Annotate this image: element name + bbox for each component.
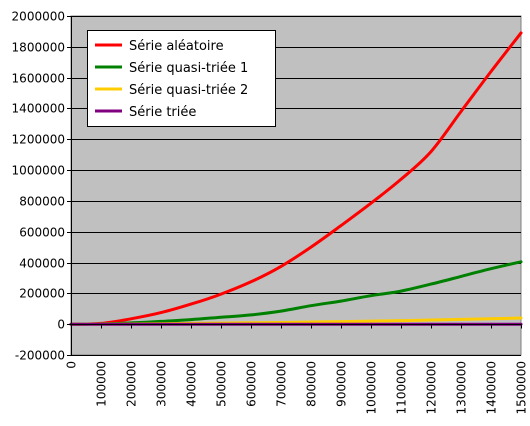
legend-label: Série aléatoire: [129, 39, 224, 54]
x-tick-label: 400000: [185, 361, 199, 407]
legend: Série aléatoire Série quasi-triée 1 Série …: [87, 30, 276, 127]
x-tick-label: 0: [65, 361, 79, 369]
series-1-point: [249, 280, 253, 284]
x-tick-label: 800000: [305, 361, 319, 407]
series-2-point: [219, 315, 223, 319]
series-2-point: [429, 282, 433, 286]
y-tick-label: 400000: [19, 257, 65, 271]
y-tick-label: 1800000: [12, 41, 65, 55]
series-2-point: [459, 275, 463, 278]
series-1-point: [429, 150, 433, 153]
series-2-point: [489, 267, 493, 271]
series-1-point: [519, 31, 523, 35]
series-2-point: [309, 304, 313, 308]
y-tick-label: 0: [57, 318, 65, 332]
y-tick-label: 1200000: [12, 133, 65, 147]
series-1-point: [279, 265, 283, 268]
x-tick-label: 500000: [215, 361, 229, 407]
y-tick-label: 1600000: [12, 72, 65, 86]
series-2-point: [159, 320, 163, 323]
series-3-point: [309, 320, 313, 324]
series-1-line: [69, 31, 523, 326]
series-3-point: [429, 318, 433, 322]
legend-label: Série triée: [129, 105, 196, 120]
x-tick-label: 100000: [95, 361, 109, 407]
series-1-point: [189, 302, 193, 306]
series-1-point: [459, 110, 463, 113]
y-tick-label: -200000: [15, 349, 65, 363]
series-1-point: [339, 224, 343, 227]
x-tick-label: 200000: [125, 361, 139, 407]
series-2-point: [399, 289, 403, 293]
series-2-point: [189, 318, 193, 321]
series-3-point: [339, 320, 343, 323]
series-3-point: [399, 319, 403, 322]
series-3-point: [489, 317, 493, 321]
series-2-line: [69, 260, 523, 326]
series-1-point: [489, 70, 493, 73]
series-2-point: [369, 294, 373, 298]
x-tick-label: 900000: [335, 361, 349, 407]
x-tick-label: 1400000: [485, 361, 499, 414]
series-1-point: [219, 292, 223, 296]
series-2-point: [249, 313, 253, 317]
series-2-point: [519, 260, 523, 264]
y-tick-label: 800000: [19, 195, 65, 209]
x-tick-label: 1200000: [425, 361, 439, 414]
series-2-point: [339, 299, 343, 303]
series-1-point: [159, 311, 163, 314]
legend-label: Série quasi-triée 2: [129, 83, 248, 98]
y-tick-label: 200000: [19, 287, 65, 301]
x-tick-label: 1100000: [395, 361, 409, 414]
series-2-point: [279, 309, 283, 313]
x-tick-label: 600000: [245, 361, 259, 407]
series-3-point: [519, 316, 523, 320]
y-tick-label: 1000000: [12, 164, 65, 178]
series-1-point: [129, 317, 133, 321]
y-tick-label: 600000: [19, 226, 65, 240]
y-tick-label: 2000000: [12, 10, 65, 24]
series-1-point: [369, 201, 373, 205]
y-tick-label: 1400000: [12, 102, 65, 116]
x-tick-label: 300000: [155, 361, 169, 407]
series-1-point: [399, 178, 403, 181]
x-tick-label: 1300000: [455, 361, 469, 414]
series-3-point: [459, 318, 463, 321]
series-3-point: [369, 319, 373, 323]
x-tick-label: 700000: [275, 361, 289, 407]
series-1-point: [309, 245, 313, 249]
x-tick-label: 1500000: [515, 361, 529, 414]
x-tick-label: 1000000: [365, 361, 379, 414]
legend-label: Série quasi-triée 1: [129, 61, 248, 76]
